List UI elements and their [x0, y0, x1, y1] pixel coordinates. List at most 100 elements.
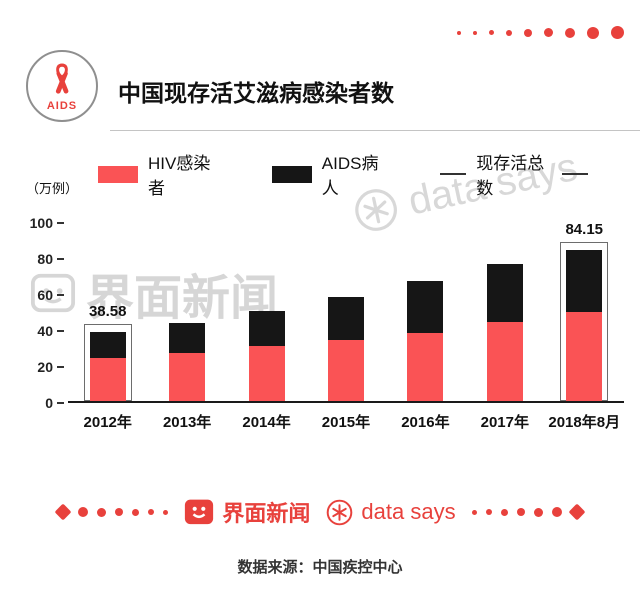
y-tick-value: 100: [29, 215, 53, 231]
x-axis-label: 2017年: [480, 414, 529, 431]
hiv-infected-segment: [327, 339, 364, 401]
y-tick-value: 40: [37, 323, 53, 339]
tick-mark: [57, 258, 64, 260]
bar-slot: [147, 223, 226, 401]
decorative-dot: [611, 26, 624, 39]
legend-label-total: 现存活总数: [476, 154, 545, 198]
data-says-brand: data says: [326, 499, 456, 526]
decorative-dots-left: [54, 503, 169, 521]
aids-patients-segment: [89, 331, 126, 358]
stacked-bar: [89, 331, 126, 401]
watermark-jiemian-text: 界面新闻: [86, 272, 279, 325]
stacked-bar: [407, 281, 444, 401]
aids-logo-badge: AIDS: [26, 50, 98, 122]
legend-item-aids: AIDS病人: [271, 149, 388, 199]
bar-slot: [306, 223, 385, 401]
decorative-dots-top: [457, 26, 624, 39]
decorative-dot: [587, 26, 599, 39]
aids-patients-segment: [486, 264, 523, 322]
jiemian-logo-icon: [185, 499, 214, 524]
decorative-dot: [54, 503, 72, 521]
hiv-infected-segment: [566, 311, 603, 401]
bar-column: 38.58 2012年: [68, 223, 147, 431]
title-divider: [110, 130, 640, 131]
y-tick-value: 0: [45, 395, 53, 411]
x-axis-label: 2014年: [242, 414, 291, 431]
y-axis-tick: 0: [19, 395, 64, 411]
bar-chart: 0 20 40 60 80 100 38.58 2012年 2013年 2014年 2015年 20…: [0, 215, 640, 445]
hiv-infected-segment: [407, 332, 444, 401]
value-label: 38.58: [88, 302, 127, 320]
plot-area: 38.58 2012年 2013年 2014年 2015年 2016年 2017年 84.15…: [68, 220, 624, 431]
legend-item-total: 现存活总数: [440, 149, 588, 199]
legend-line-right: [562, 173, 588, 175]
data-says-brand-label: data says: [361, 499, 456, 524]
data-says-logo-icon: [327, 499, 353, 525]
legend-swatch-hiv: [98, 165, 138, 183]
y-axis-unit: （万例）: [26, 181, 79, 196]
y-axis-tick: 20: [19, 359, 64, 375]
bar-column: 2015年: [306, 223, 385, 431]
decorative-dot: [500, 508, 508, 516]
decorative-dot: [471, 509, 477, 515]
stacked-bar: [248, 310, 285, 401]
decorative-dot: [533, 507, 543, 517]
aids-ribbon-icon: [55, 63, 69, 94]
stacked-bar: [169, 322, 206, 401]
decorative-dot: [78, 507, 89, 517]
bar-column: 84.15 2018年8月: [545, 220, 624, 431]
x-axis-label: 2016年: [401, 414, 450, 431]
tick-mark: [57, 294, 64, 296]
y-tick-value: 60: [37, 287, 53, 303]
value-label: 84.15: [565, 220, 604, 238]
jiemian-brand: 界面新闻: [184, 496, 310, 528]
legend-label-aids: AIDS病人: [321, 154, 379, 198]
decorative-dot: [568, 503, 586, 521]
bar-slot: [386, 223, 465, 401]
hiv-infected-segment: [169, 353, 206, 401]
stacked-bar: [566, 249, 603, 401]
x-axis-label: 2012年: [83, 414, 132, 431]
decorative-dot: [551, 507, 562, 517]
bar-slot: [227, 223, 306, 401]
decorative-dot: [506, 29, 512, 36]
footer-brands: 界面新闻 data says: [0, 496, 640, 528]
bar-slot: 84.15: [545, 220, 624, 401]
watermark-jiemian: 界面新闻: [30, 258, 278, 328]
page-title: 中国现存活艾滋病感染者数: [118, 80, 394, 106]
legend-swatch-aids: [271, 165, 312, 183]
aids-patients-segment: [248, 310, 285, 347]
decorative-dots-right: [471, 503, 586, 521]
y-axis: 0 20 40 60 80 100: [0, 215, 64, 411]
bar-column: 2016年: [386, 223, 465, 431]
watermark-datasays: data says: [350, 145, 582, 236]
x-axis-label: 2018年8月: [548, 414, 621, 431]
tick-mark: [57, 330, 64, 332]
jiemian-brand-label: 界面新闻: [222, 501, 311, 526]
y-axis-tick: 60: [19, 287, 64, 303]
x-axis-label: 2013年: [162, 414, 212, 431]
decorative-dot: [485, 509, 492, 515]
decorative-dot: [163, 509, 169, 515]
decorative-dot: [565, 27, 575, 38]
decorative-dot: [97, 507, 107, 517]
stacked-bar: [486, 264, 523, 401]
y-axis-tick: 40: [19, 323, 64, 339]
bar-slot: 38.58: [68, 223, 147, 401]
tick-mark: [57, 222, 64, 224]
decorative-dot: [148, 509, 155, 515]
decorative-dot: [132, 508, 140, 516]
y-tick-value: 20: [37, 359, 53, 375]
y-axis-tick: 80: [19, 251, 64, 267]
tick-mark: [57, 366, 64, 368]
jiemian-logo-icon: [30, 273, 76, 313]
legend-line-left: [440, 173, 467, 175]
aids-patients-segment: [407, 281, 444, 333]
hiv-infected-segment: [486, 321, 523, 401]
aids-patients-segment: [566, 249, 603, 312]
y-tick-value: 80: [37, 251, 53, 267]
x-axis-label: 2015年: [321, 414, 371, 431]
decorative-dot: [115, 508, 124, 516]
bar-column: 2017年: [465, 223, 544, 431]
